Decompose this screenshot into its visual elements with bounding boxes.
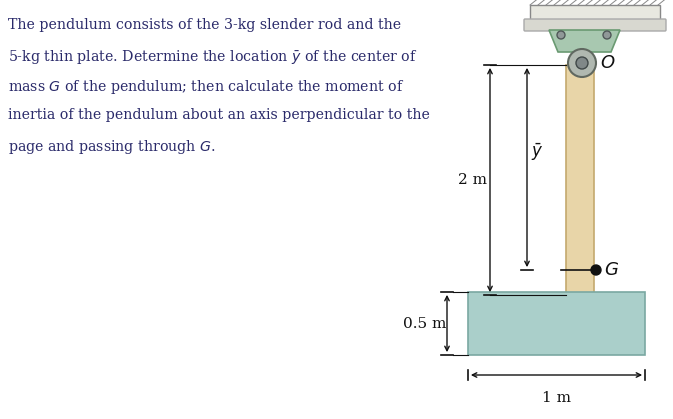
Bar [530, 5, 660, 20]
Text: $O$: $O$ [600, 54, 615, 72]
Text: $\bar{y}$: $\bar{y}$ [531, 142, 544, 163]
Bar [468, 292, 645, 355]
Text: 2 m: 2 m [458, 173, 487, 187]
Text: page and passing through $G$.: page and passing through $G$. [8, 138, 215, 156]
Circle shape [591, 265, 601, 275]
Circle shape [603, 31, 611, 39]
FancyBboxPatch shape [524, 19, 666, 31]
Text: The pendulum consists of the 3-kg slender rod and the: The pendulum consists of the 3-kg slende… [8, 18, 401, 32]
Circle shape [568, 49, 596, 77]
Text: inertia of the pendulum about an axis perpendicular to the: inertia of the pendulum about an axis pe… [8, 108, 430, 122]
Text: 0.5 m: 0.5 m [403, 316, 447, 331]
Text: mass $G$ of the pendulum; then calculate the moment of: mass $G$ of the pendulum; then calculate… [8, 78, 404, 96]
Text: 1 m: 1 m [542, 391, 571, 405]
Circle shape [576, 57, 588, 69]
Circle shape [557, 31, 565, 39]
Polygon shape [549, 30, 620, 52]
Bar [566, 65, 594, 295]
Text: 5-kg thin plate. Determine the location $\bar{y}$ of the center of: 5-kg thin plate. Determine the location … [8, 48, 417, 66]
Text: $G$: $G$ [604, 261, 619, 279]
